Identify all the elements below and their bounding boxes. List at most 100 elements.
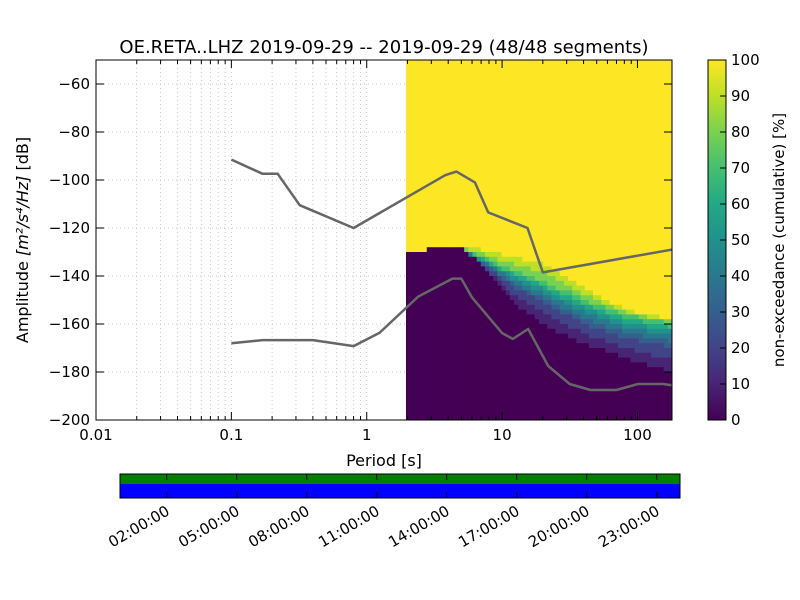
heat-cell	[435, 74, 440, 80]
heat-cell	[497, 165, 503, 171]
heat-cell	[526, 189, 532, 195]
heat-cell	[605, 295, 611, 301]
heat-cell	[563, 165, 569, 171]
heat-cell	[626, 309, 632, 315]
heat-cell	[476, 64, 482, 71]
heat-cell	[568, 242, 573, 248]
heat-cell	[414, 247, 420, 253]
heat-cell	[430, 108, 436, 114]
heat-cell	[455, 271, 461, 277]
heat-cell	[580, 108, 586, 114]
heat-cell	[505, 117, 511, 123]
heat-cell	[447, 218, 453, 224]
heat-cell	[622, 271, 627, 277]
heat-cell	[414, 357, 420, 363]
heat-cell	[559, 208, 565, 215]
heat-cell	[647, 208, 652, 215]
heat-cell	[659, 324, 665, 330]
heat-cell	[593, 108, 598, 114]
heat-cell	[638, 132, 644, 138]
heat-cell	[514, 79, 519, 85]
heat-cell	[460, 165, 465, 171]
heat-cell	[522, 280, 528, 287]
heat-cell	[634, 79, 640, 85]
heat-cell	[647, 232, 652, 239]
heat-cell	[518, 160, 523, 167]
heat-cell	[501, 60, 507, 66]
heat-cell	[514, 352, 519, 359]
heat-cell	[509, 328, 515, 335]
heat-cell	[460, 304, 465, 311]
heat-cell	[551, 228, 557, 234]
heat-cell	[638, 117, 644, 123]
heat-cell	[480, 194, 486, 200]
heat-cell	[667, 352, 672, 359]
heat-cell	[576, 400, 582, 407]
heat-cell	[484, 103, 490, 109]
heat-cell	[534, 213, 540, 219]
heat-cell	[593, 324, 598, 330]
heat-cell	[505, 314, 511, 320]
heat-cell	[538, 60, 544, 66]
heat-cell	[555, 69, 561, 75]
heat-cell	[617, 232, 623, 239]
heat-cell	[601, 256, 607, 263]
heat-cell	[410, 60, 415, 66]
heat-cell	[480, 223, 486, 229]
heat-cell	[622, 338, 627, 344]
heat-cell	[430, 141, 436, 147]
heat-cell	[497, 204, 503, 210]
heat-cell	[501, 141, 507, 147]
heat-cell	[584, 247, 590, 253]
heat-cell	[493, 170, 499, 176]
heat-cell	[630, 180, 636, 186]
heat-cell	[572, 352, 577, 359]
heat-cell	[547, 141, 553, 147]
heat-cell	[472, 415, 478, 420]
heat-cell	[509, 93, 515, 99]
heat-cell	[568, 208, 573, 215]
heat-cell	[601, 213, 607, 219]
heat-cell	[663, 405, 669, 411]
heat-cell	[468, 304, 474, 311]
heat-cell	[497, 180, 503, 186]
heat-cell	[651, 117, 656, 123]
heat-cell	[563, 103, 569, 109]
heat-cell	[647, 276, 652, 282]
heat-cell	[563, 84, 569, 90]
heat-cell	[609, 93, 615, 99]
heat-cell	[534, 64, 540, 71]
heat-cell	[480, 84, 486, 90]
heat-cell	[426, 386, 432, 392]
heat-cell	[617, 132, 623, 138]
heat-cell	[568, 386, 573, 392]
heat-cell	[601, 122, 607, 128]
heat-cell	[551, 396, 557, 402]
heat-cell	[534, 266, 540, 272]
heat-cell	[547, 156, 553, 162]
heat-cell	[613, 151, 619, 157]
heat-cell	[613, 362, 619, 368]
heat-cell	[559, 290, 565, 296]
heat-cell	[484, 252, 490, 258]
heat-cell	[543, 194, 548, 200]
heat-cell	[580, 376, 586, 383]
heat-cell	[484, 285, 490, 291]
heat-cell	[484, 79, 490, 85]
heat-cell	[484, 175, 490, 181]
heat-cell	[655, 343, 661, 349]
heat-cell	[497, 170, 503, 176]
heat-cell	[489, 218, 494, 224]
heat-cell	[464, 218, 469, 224]
heat-cell	[489, 367, 494, 373]
heat-cell	[501, 112, 507, 119]
heat-cell	[518, 228, 523, 234]
heat-cell	[435, 343, 440, 349]
heat-cell	[568, 324, 573, 330]
heat-cell	[405, 300, 411, 306]
heat-cell	[655, 352, 661, 359]
heat-cell	[518, 108, 523, 114]
heat-cell	[597, 69, 602, 75]
heat-cell	[584, 405, 590, 411]
heat-cell	[501, 328, 507, 335]
